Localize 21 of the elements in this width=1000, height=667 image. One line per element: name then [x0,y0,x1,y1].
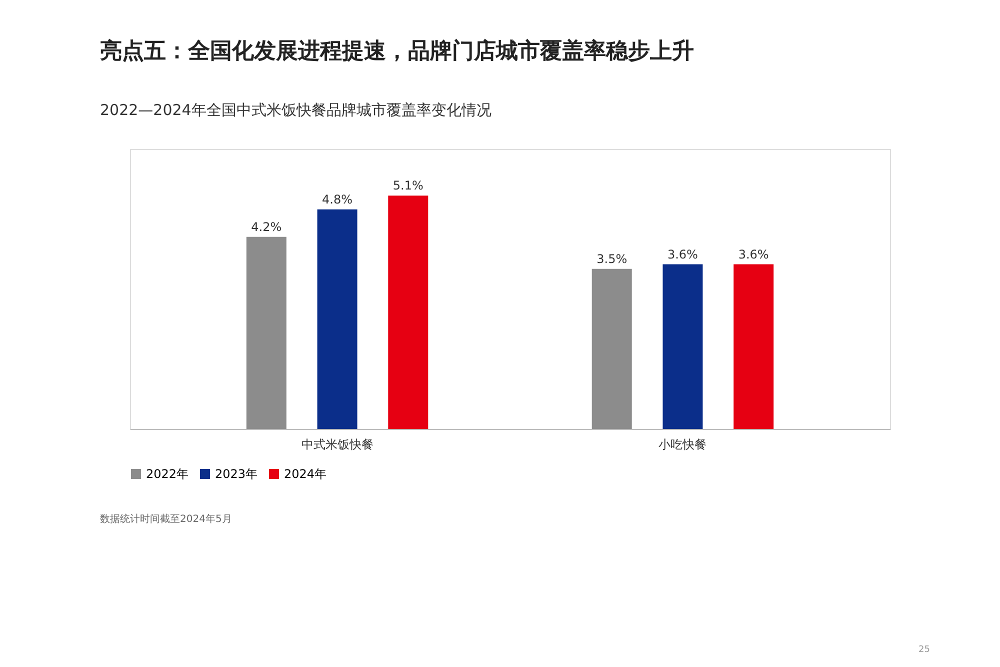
bar [734,264,774,429]
chart-subtitle: 2022—2024年全国中式米饭快餐品牌城市覆盖率变化情况 [100,101,492,119]
data-label: 5.1% [392,178,424,193]
data-label: 4.8% [322,192,353,206]
data-label: 3.5% [596,252,628,266]
chart-title: 亮点五：全国化发展进程提速，品牌门店城市覆盖率稳步上升 [100,38,694,64]
legend-label: 2022年 [146,467,189,481]
bar [246,236,286,429]
bar [592,268,632,429]
data-label: 3.6% [738,247,769,262]
data-label: 4.2% [251,220,282,234]
text: 25 [918,645,930,655]
x-tick-label: 小吃快餐 [658,438,707,452]
bar [317,209,358,429]
data-label: 3.6% [667,247,698,262]
bar [388,196,428,429]
legend-label: 2023年 [215,467,258,481]
legend-label: 2024年 [284,467,327,481]
text: 数据统计时间截至2024年5月 [100,513,232,525]
bar [662,264,703,429]
x-tick-label: 中式米饭快餐 [301,438,374,452]
